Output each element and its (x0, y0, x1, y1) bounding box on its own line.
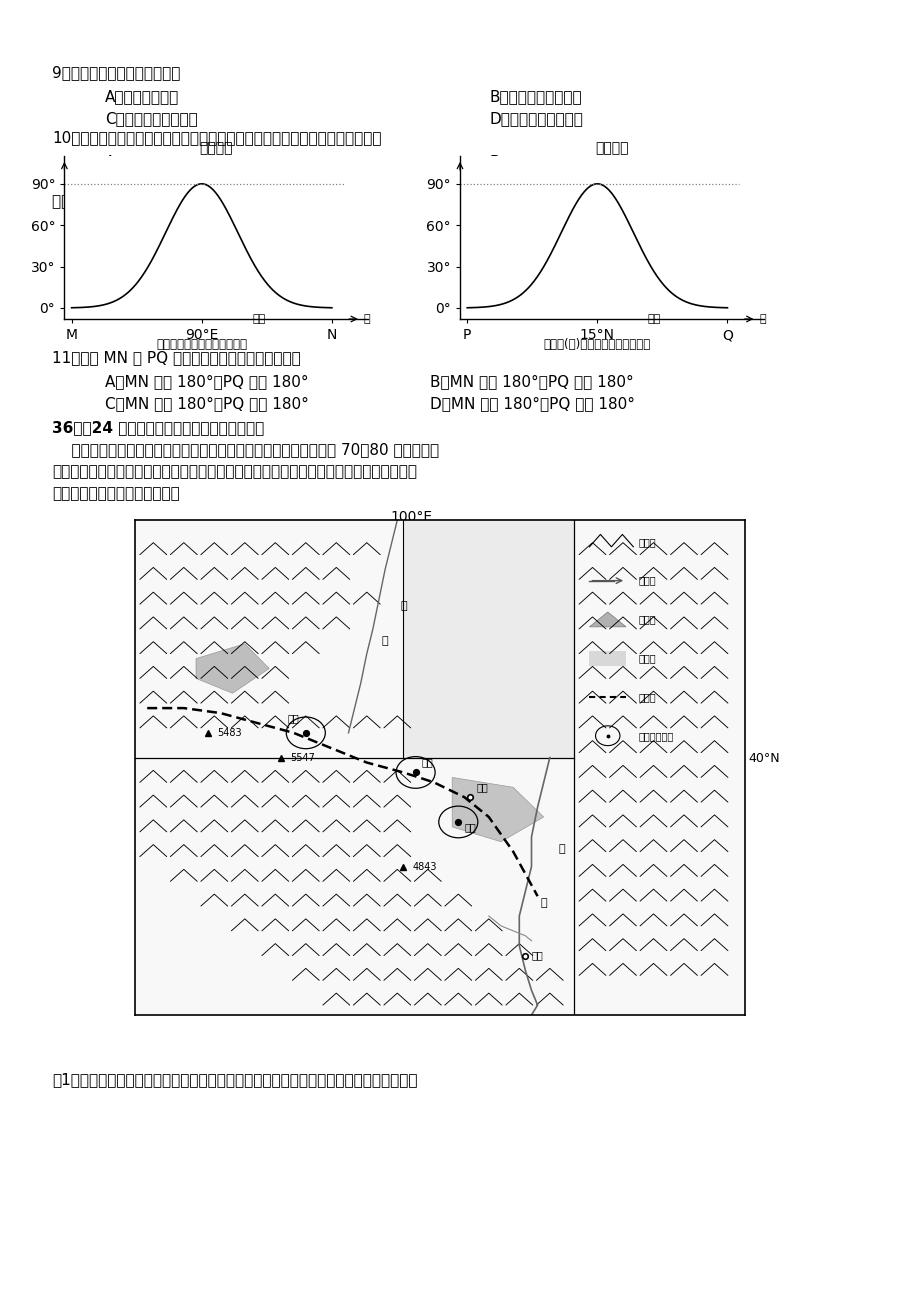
Text: C．MN 小于 180°，PQ 小于 180°: C．MN 小于 180°，PQ 小于 180° (105, 396, 309, 411)
Text: 40°N: 40°N (747, 751, 778, 764)
Text: 我国在东北、华北、西北等地相继建成了一些玉米制种基地。目前，河西走廊为我国最大的: 我国在东北、华北、西北等地相继建成了一些玉米制种基地。目前，河西走廊为我国最大的 (52, 464, 416, 479)
Text: A．不需要跨区域输送: A．不需要跨区域输送 (105, 154, 198, 169)
Text: 沙　漠: 沙 漠 (638, 654, 655, 663)
Text: C．光伏发电技术的进步: C．光伏发电技术的进步 (105, 176, 207, 191)
Text: C．提升农业技术水平: C．提升农业技术水平 (105, 111, 198, 126)
Text: 经度: 经度 (252, 314, 266, 324)
Text: 兰州: 兰州 (531, 950, 542, 961)
Text: 河: 河 (539, 898, 547, 907)
Text: 10．与西部大型集中式光伏发电站相比，该模式采用小型分散式的最主要原因是: 10．与西部大型集中式光伏发电站相比，该模式采用小型分散式的最主要原因是 (52, 130, 381, 145)
Text: A．提高渔业产量: A．提高渔业产量 (105, 89, 179, 104)
Text: 4843: 4843 (412, 862, 437, 871)
Text: 纬度: 纬度 (647, 314, 661, 324)
Text: 100°E: 100°E (390, 510, 432, 523)
Text: A．MN 大于 180°，PQ 大于 180°: A．MN 大于 180°，PQ 大于 180° (105, 374, 308, 389)
Text: 5547: 5547 (290, 753, 315, 763)
Text: 张掖: 张掖 (421, 758, 433, 767)
Text: 南: 南 (758, 314, 765, 324)
Text: 36．（24 分）阅读图文材料，完成下列要求。: 36．（24 分）阅读图文材料，完成下列要求。 (52, 421, 264, 435)
Text: 玉米制种基地: 玉米制种基地 (638, 730, 673, 741)
Text: 11．图中 MN 和 PQ 均是地球表面昼半球的圆弧，则: 11．图中 MN 和 PQ 均是地球表面昼半球的圆弧，则 (52, 350, 301, 365)
Text: D．MN 小于 180°，PQ 等于 180°: D．MN 小于 180°，PQ 等于 180° (429, 396, 634, 411)
Text: 水: 水 (381, 635, 388, 646)
Text: B．MN 大于 180°，PQ 等于 180°: B．MN 大于 180°，PQ 等于 180° (429, 374, 633, 389)
Text: 绿　洲: 绿 洲 (638, 615, 655, 625)
Text: B．提高太阳能利用率: B．提高太阳能利用率 (490, 89, 582, 104)
Text: 河　流: 河 流 (638, 575, 655, 586)
Text: 某经线(圈)太阳高度随纬度的变化: 某经线(圈)太阳高度随纬度的变化 (543, 339, 651, 352)
FancyBboxPatch shape (589, 651, 625, 665)
Text: 东: 东 (363, 314, 369, 324)
Text: 9．这种生产模式的最大优势是: 9．这种生产模式的最大优势是 (52, 65, 180, 79)
Polygon shape (589, 612, 625, 626)
Text: 山　地: 山 地 (638, 536, 655, 547)
Text: 武威: 武威 (464, 822, 476, 832)
Text: 玉米生长期较短，喜高温，苗期较耐旱，此后需水量大。自上世纪 70、80 年代以来，: 玉米生长期较短，喜高温，苗期较耐旱，此后需水量大。自上世纪 70、80 年代以来… (52, 441, 438, 457)
Text: B．靠近消费市场: B．靠近消费市场 (490, 154, 563, 169)
Text: 玉米制种基地（如下图所示）。: 玉米制种基地（如下图所示）。 (52, 486, 179, 501)
Text: 铁　路: 铁 路 (638, 691, 655, 702)
Text: D．提高土地利用效率: D．提高土地利用效率 (490, 111, 584, 126)
Title: 太阳高度: 太阳高度 (199, 141, 233, 155)
Polygon shape (452, 777, 543, 842)
Text: 5483: 5483 (217, 728, 242, 738)
Text: 黄: 黄 (558, 844, 564, 854)
Text: 金昌: 金昌 (476, 783, 488, 792)
Text: D．建设成本低: D．建设成本低 (490, 176, 556, 191)
Text: 酒泉: 酒泉 (288, 713, 300, 723)
Title: 太阳高度: 太阳高度 (595, 141, 628, 155)
Text: 某纬线太阳高度随经度的变化: 某纬线太阳高度随经度的变化 (156, 339, 247, 352)
Text: 读某时刻太阳高度随经度和纬度变化示意图，回答 11 题。: 读某时刻太阳高度随经度和纬度变化示意图，回答 11 题。 (52, 193, 302, 208)
Polygon shape (403, 519, 573, 758)
Polygon shape (196, 643, 269, 693)
Text: 弱: 弱 (400, 602, 406, 611)
Text: （1）分析在满足玉米生长所需光照和水分方面，河西走廊制种基地比东北、华北的突出优: （1）分析在满足玉米生长所需光照和水分方面，河西走廊制种基地比东北、华北的突出优 (52, 1072, 417, 1087)
